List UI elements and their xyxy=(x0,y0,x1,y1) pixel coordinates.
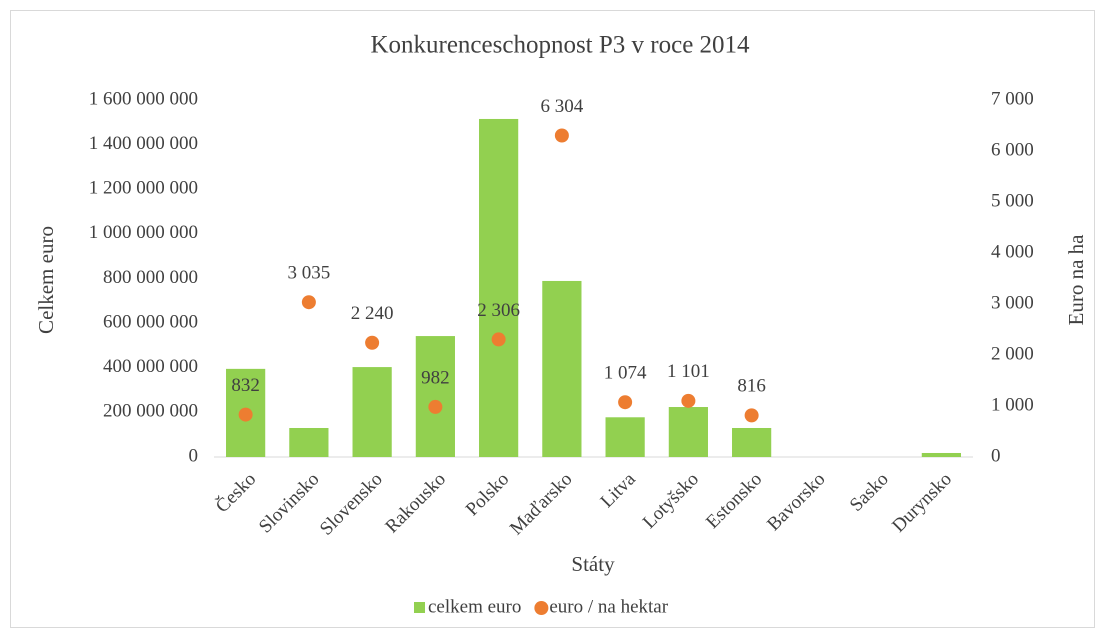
data-label: 3 035 xyxy=(288,263,331,284)
data-label: 2 240 xyxy=(351,303,394,324)
y-tick-label: 1 600 000 000 xyxy=(89,88,198,109)
dot xyxy=(238,407,253,422)
y-tick-label: 600 000 000 xyxy=(103,311,198,332)
y-tick-label: 800 000 000 xyxy=(103,267,198,288)
data-label: 982 xyxy=(421,367,450,388)
dot xyxy=(301,295,316,310)
y2-tick-label: 6 000 xyxy=(991,139,1034,160)
bar xyxy=(415,336,455,457)
y-tick-label: 1 400 000 000 xyxy=(89,133,198,154)
y-tick-label: 1 000 000 000 xyxy=(89,222,198,243)
y2-tick-label: 0 xyxy=(991,445,1001,466)
dot xyxy=(365,335,380,350)
legend-label: celkem euro xyxy=(428,596,521,617)
dot xyxy=(744,408,759,423)
dot xyxy=(618,395,633,410)
y-axis-title: Celkem euro xyxy=(34,226,58,334)
dot xyxy=(554,128,569,143)
bar xyxy=(668,407,708,457)
bar xyxy=(479,118,519,457)
bar xyxy=(732,427,772,457)
dot xyxy=(681,393,696,408)
legend-label: euro / na hektar xyxy=(549,596,668,617)
x-axis-title: Státy xyxy=(571,552,615,576)
data-label: 816 xyxy=(737,376,766,397)
bar xyxy=(542,280,582,457)
y2-tick-label: 2 000 xyxy=(991,343,1034,364)
dot xyxy=(491,332,506,347)
y-tick-label: 400 000 000 xyxy=(103,356,198,377)
data-label: 6 304 xyxy=(541,96,584,117)
y-tick-label: 1 200 000 000 xyxy=(89,178,198,199)
bar xyxy=(289,427,329,457)
bar xyxy=(352,367,392,457)
legend-swatch xyxy=(534,601,549,615)
y-tick-label: 0 xyxy=(189,445,199,466)
bar xyxy=(921,452,961,457)
data-label: 1 101 xyxy=(667,361,710,382)
y2-tick-label: 4 000 xyxy=(991,241,1034,262)
data-label: 1 074 xyxy=(604,363,647,384)
data-label: 2 306 xyxy=(477,300,520,321)
chart-title: Konkurenceschopnost P3 v roce 2014 xyxy=(370,32,750,59)
dot xyxy=(428,399,443,414)
y2-axis-title: Euro na ha xyxy=(1064,234,1088,326)
y2-tick-label: 1 000 xyxy=(991,394,1034,415)
bar xyxy=(605,417,645,457)
y2-tick-label: 3 000 xyxy=(991,292,1034,313)
y-tick-label: 200 000 000 xyxy=(103,401,198,422)
data-label: 832 xyxy=(231,375,260,396)
legend-swatch xyxy=(414,602,425,613)
y2-tick-label: 5 000 xyxy=(991,190,1034,211)
y2-tick-label: 7 000 xyxy=(991,88,1034,109)
